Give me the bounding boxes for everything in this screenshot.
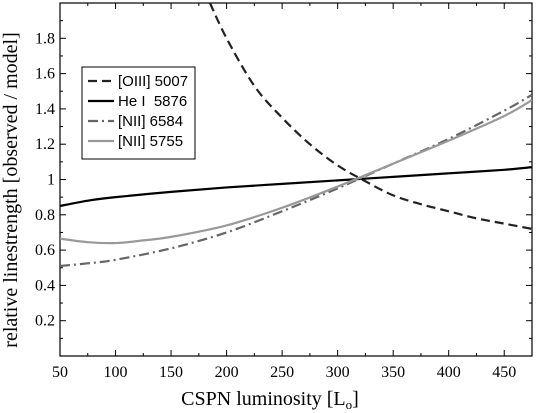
series-line-oiii-5007 [208,3,532,231]
legend-label-nii-6584: [NII] 6584 [118,113,183,130]
ticks: 50 100 150 200 250 300 350 400 450 0.2 0.4 0.6 0.8 1 1… [35,3,532,381]
plot-frame [59,2,533,357]
x-tick-label: 450 [492,364,516,381]
x-tick-label: 350 [381,364,405,381]
x-axis-label: CSPN luminosity [Lo] [181,388,359,412]
legend-box [81,66,196,160]
legend-label-oiii-5007: [OIII] 5007 [118,73,188,90]
y-tick-label: 1.8 [35,30,55,47]
legend-label-he-i-5876: He I 5876 [118,93,187,110]
y-axis-label: relative linestrength [observed / model] [0,32,22,347]
y-tick-label: 1.2 [35,136,55,153]
x-tick-label: 200 [215,364,239,381]
x-tick-label: 250 [270,364,294,381]
y-tick-label: 1 [47,172,55,189]
series-layer [60,3,532,268]
legend-label-nii-5755: [NII] 5755 [118,133,183,150]
y-tick-label: 0.8 [35,207,55,224]
x-tick-label: 400 [437,364,461,381]
y-tick-label: 0.2 [35,313,55,330]
axes [59,2,533,357]
series-line-nii-6584 [60,93,532,268]
x-axis-label-main: CSPN luminosity [L [181,388,345,410]
y-tick-label: 0.6 [35,242,55,259]
x-axis-label-end: ] [352,388,359,410]
series-line-nii-5755 [60,99,532,245]
x-axis-label-sub: o [346,397,353,412]
x-tick-label: 150 [159,364,183,381]
legend: [OIII] 5007 He I 5876 [NII] 6584 [NII] 5755 [81,66,196,160]
series-line-he-i-5876 [60,166,532,208]
y-tick-label: 0.4 [35,277,55,294]
x-tick-label: 300 [326,364,350,381]
x-tick-label: 50 [52,364,68,381]
x-tick-label: 100 [104,364,128,381]
y-tick-label: 1.6 [35,66,55,83]
y-tick-label: 1.4 [35,101,55,118]
